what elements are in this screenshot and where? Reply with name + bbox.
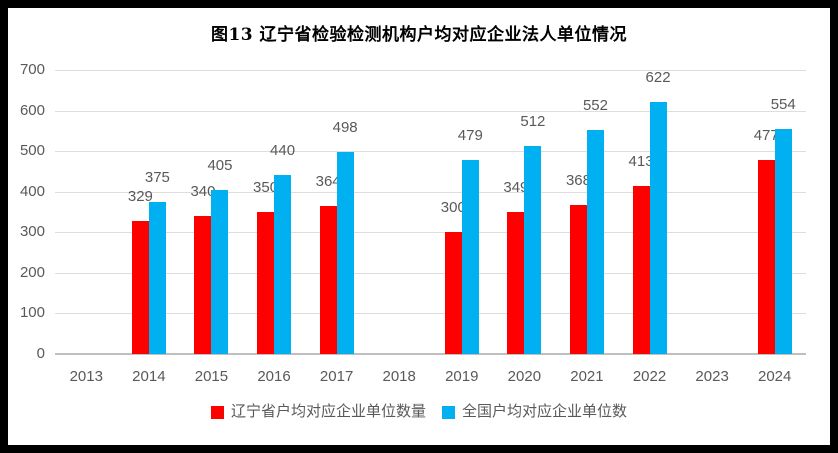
y-axis-label: 500 (19, 142, 45, 160)
bar-national (774, 129, 792, 354)
y-axis-label: 100 (19, 304, 45, 322)
bar-value-label: 552 (582, 97, 608, 115)
legend-label-liaoning: 辽宁省户均对应企业单位数量 (230, 403, 426, 420)
x-axis-label: 2014 (132, 368, 166, 385)
bar-national (148, 201, 166, 354)
chart-title: 图13 辽宁省检验检测机构户均对应企业法人单位情况 (210, 25, 628, 45)
bar-value-label: 440 (270, 142, 296, 160)
bar-value-label: 512 (520, 113, 546, 131)
bar-liaoning (507, 212, 525, 354)
gridline (55, 151, 806, 153)
bar-value-label: 368 (565, 171, 591, 189)
bar-value-label: 479 (457, 126, 483, 144)
bar-value-label: 622 (645, 68, 671, 86)
bar-value-label: 300 (440, 199, 466, 217)
x-axis-label: 2023 (695, 368, 729, 385)
x-axis-label: 2017 (319, 368, 354, 385)
x-axis-label: 2016 (257, 368, 291, 385)
legend-swatch-blue-icon (442, 405, 455, 419)
legend: 辽宁省户均对应企业单位数量 全国户均对应企业单位数 (8, 403, 830, 421)
x-axis-label: 2019 (445, 368, 479, 385)
legend-swatch-red-icon (210, 405, 224, 419)
bar-value-label: 340 (190, 183, 216, 201)
bar-value-label: 350 (253, 179, 279, 196)
bar-value-label: 349 (503, 179, 529, 197)
bar-liaoning (569, 204, 587, 354)
bar-value-label: 413 (628, 153, 654, 171)
bar-value-label: 477 (753, 127, 779, 145)
y-axis-label: 300 (19, 223, 45, 241)
y-axis-label: 200 (19, 263, 45, 281)
bar-value-label: 329 (127, 187, 153, 205)
y-axis-label: 700 (19, 61, 45, 78)
x-axis-label: 2024 (758, 368, 792, 385)
gridline (55, 272, 806, 274)
bar-value-label: 405 (207, 156, 233, 174)
gridline (55, 313, 806, 315)
x-axis-label: 2013 (69, 368, 103, 385)
bar-national (274, 175, 292, 354)
gridline (55, 70, 806, 71)
x-axis-label: 2020 (507, 368, 542, 385)
gridline (55, 110, 806, 112)
y-axis-label: 400 (19, 182, 45, 200)
x-axis-label: 2021 (570, 368, 604, 385)
bar-liaoning (444, 232, 462, 354)
bar-value-label: 554 (770, 96, 796, 114)
bar-national (586, 130, 604, 354)
x-axis-label: 2015 (194, 368, 229, 385)
bar-liaoning (131, 220, 149, 354)
x-axis-line (55, 353, 806, 355)
bar-national (461, 159, 479, 354)
x-axis-label: 2018 (382, 368, 416, 385)
legend-item-national: 全国户均对应企业单位数 (442, 403, 627, 421)
bar-liaoning (194, 216, 212, 354)
gridline (55, 191, 806, 193)
bar-liaoning (319, 206, 337, 354)
gridline (55, 232, 806, 234)
bar-value-label: 498 (332, 118, 358, 136)
bar-liaoning (257, 212, 275, 354)
bar-liaoning (632, 186, 650, 354)
bar-national (649, 101, 667, 354)
bar-liaoning (757, 160, 775, 354)
bar-value-label: 375 (144, 168, 170, 186)
bar-national (524, 146, 542, 354)
legend-label-national: 全国户均对应企业单位数 (462, 403, 628, 420)
x-axis-label: 2022 (632, 368, 667, 385)
y-axis-label: 0 (36, 345, 45, 362)
bar-national (211, 189, 229, 354)
bar-value-label: 364 (315, 173, 341, 191)
bar-national (336, 151, 354, 354)
y-axis-label: 600 (19, 101, 45, 119)
legend-item-liaoning: 辽宁省户均对应企业单位数量 (210, 403, 426, 421)
